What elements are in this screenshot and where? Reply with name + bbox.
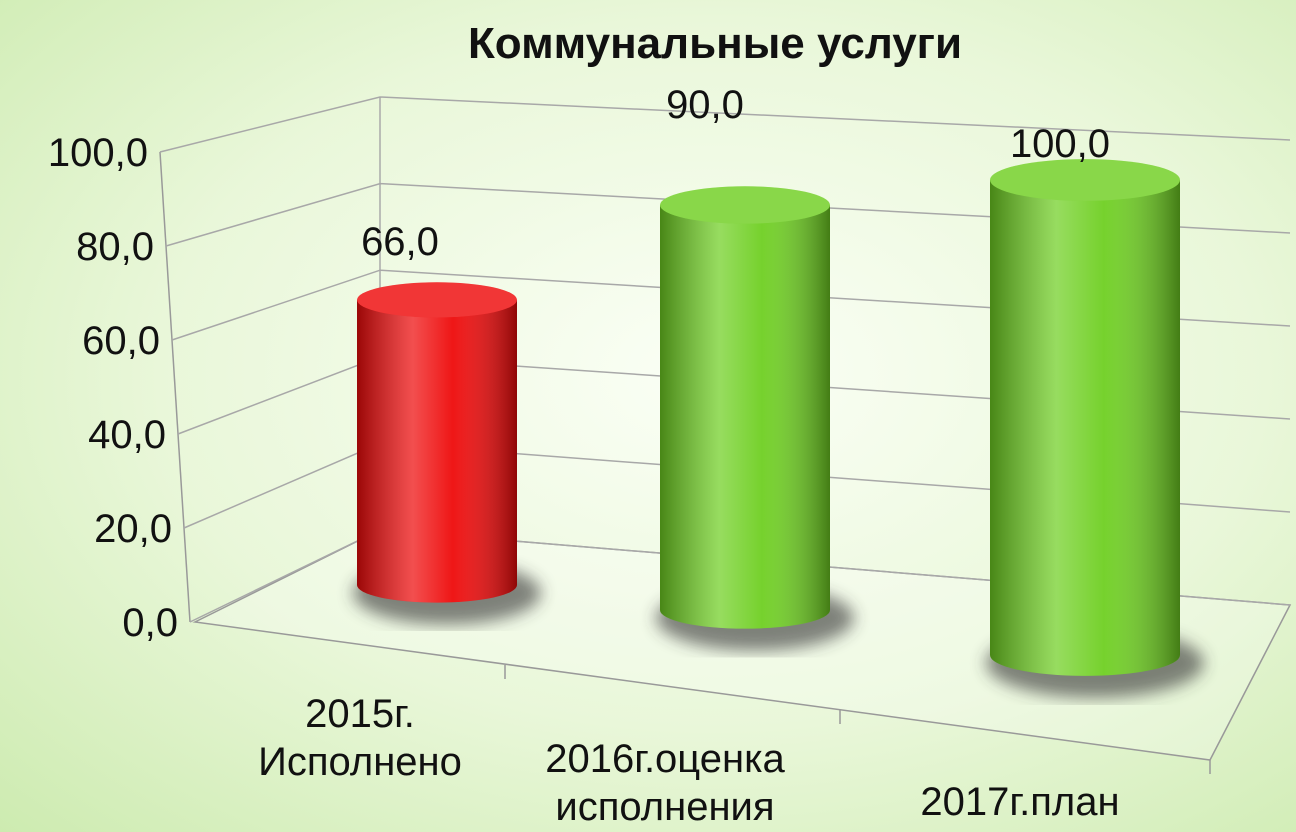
bar (353, 282, 541, 625)
grid-line (159, 96, 1291, 153)
data-label: 66,0 (361, 220, 439, 264)
bar-top (660, 186, 830, 224)
bar-shading (990, 180, 1180, 676)
y-tick-label: 40,0 (88, 413, 166, 457)
bar-top (990, 159, 1180, 201)
bar-shading (660, 205, 830, 629)
bar (986, 159, 1204, 698)
bar-top (357, 282, 517, 318)
chart-title: Коммунальные услуги (468, 19, 962, 68)
y-tick-label: 80,0 (76, 225, 154, 269)
y-tick-label: 100,0 (48, 131, 148, 175)
axis-line (159, 151, 191, 623)
x-tick-label: 2015г. Исполнено (258, 692, 462, 784)
grid-line (165, 182, 1291, 247)
bar-top-shading (990, 159, 1180, 201)
y-tick-label: 20,0 (94, 507, 172, 551)
bar-shading (357, 299, 517, 603)
y-tick-label: 0,0 (122, 601, 178, 645)
bar-top-shading (357, 282, 517, 318)
y-tick-label: 60,0 (82, 319, 160, 363)
data-label: 100,0 (1010, 122, 1110, 166)
bar (656, 186, 854, 651)
grid-line (171, 269, 1291, 341)
x-tick-label: 2017г.план (920, 780, 1120, 824)
x-tick-label: 2016г.оценка исполнения (545, 737, 785, 829)
bar-top-shading (660, 186, 830, 224)
data-label: 90,0 (666, 83, 744, 127)
